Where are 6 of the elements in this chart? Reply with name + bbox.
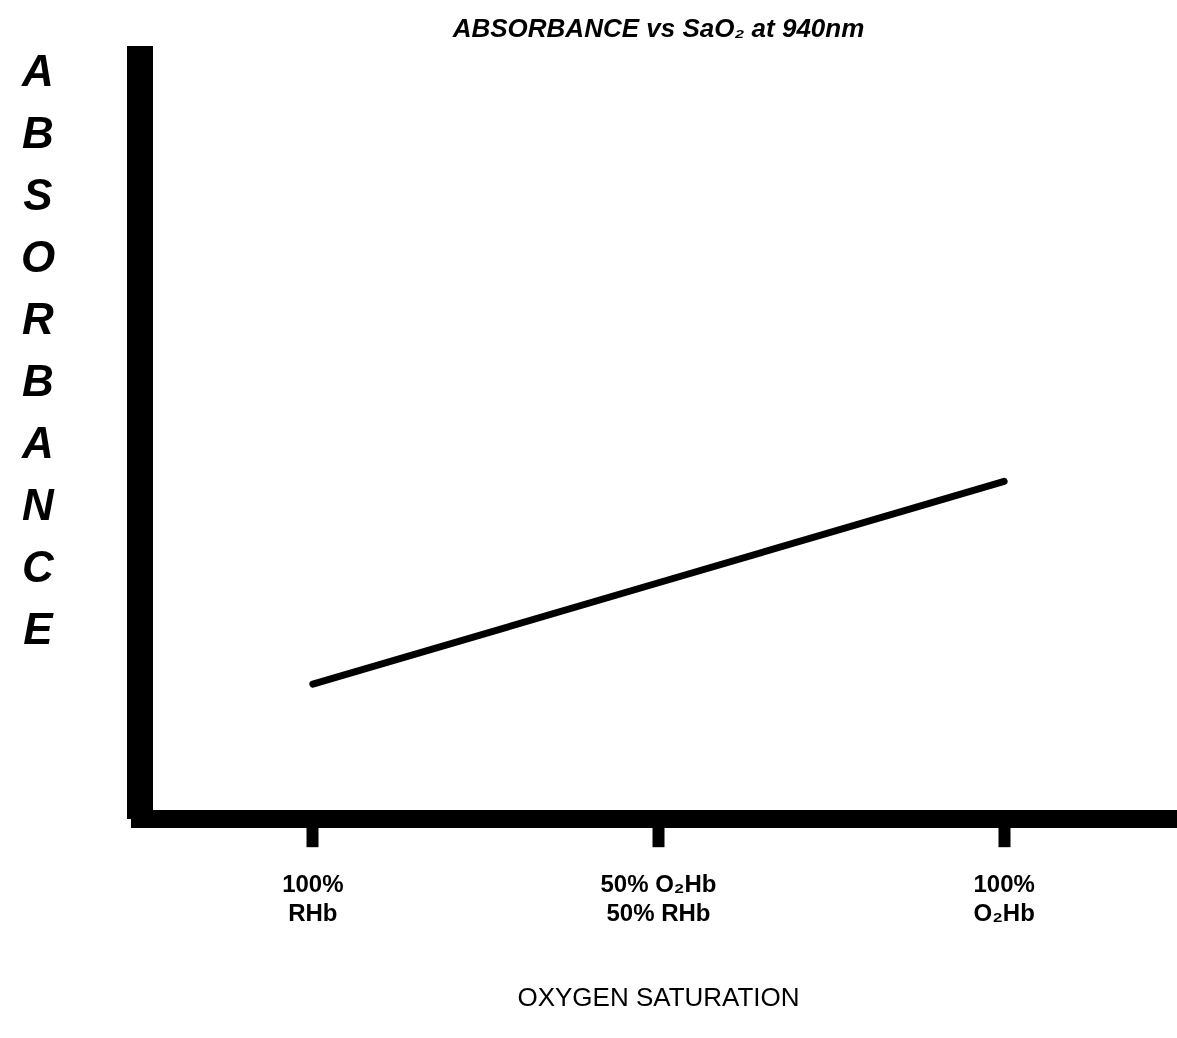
x-tick-label: 100% RHb <box>282 870 344 927</box>
text: ABSORBANCE <box>20 46 56 653</box>
x-tick-label: 100% O₂Hb <box>973 870 1035 927</box>
chart-title: ABSORBANCE vs SaO₂ at 940nm <box>451 12 865 43</box>
x-tick-label: 50% O₂Hb 50% RHb <box>600 870 717 927</box>
x-axis-title: OXYGEN SATURATION <box>517 981 800 1012</box>
